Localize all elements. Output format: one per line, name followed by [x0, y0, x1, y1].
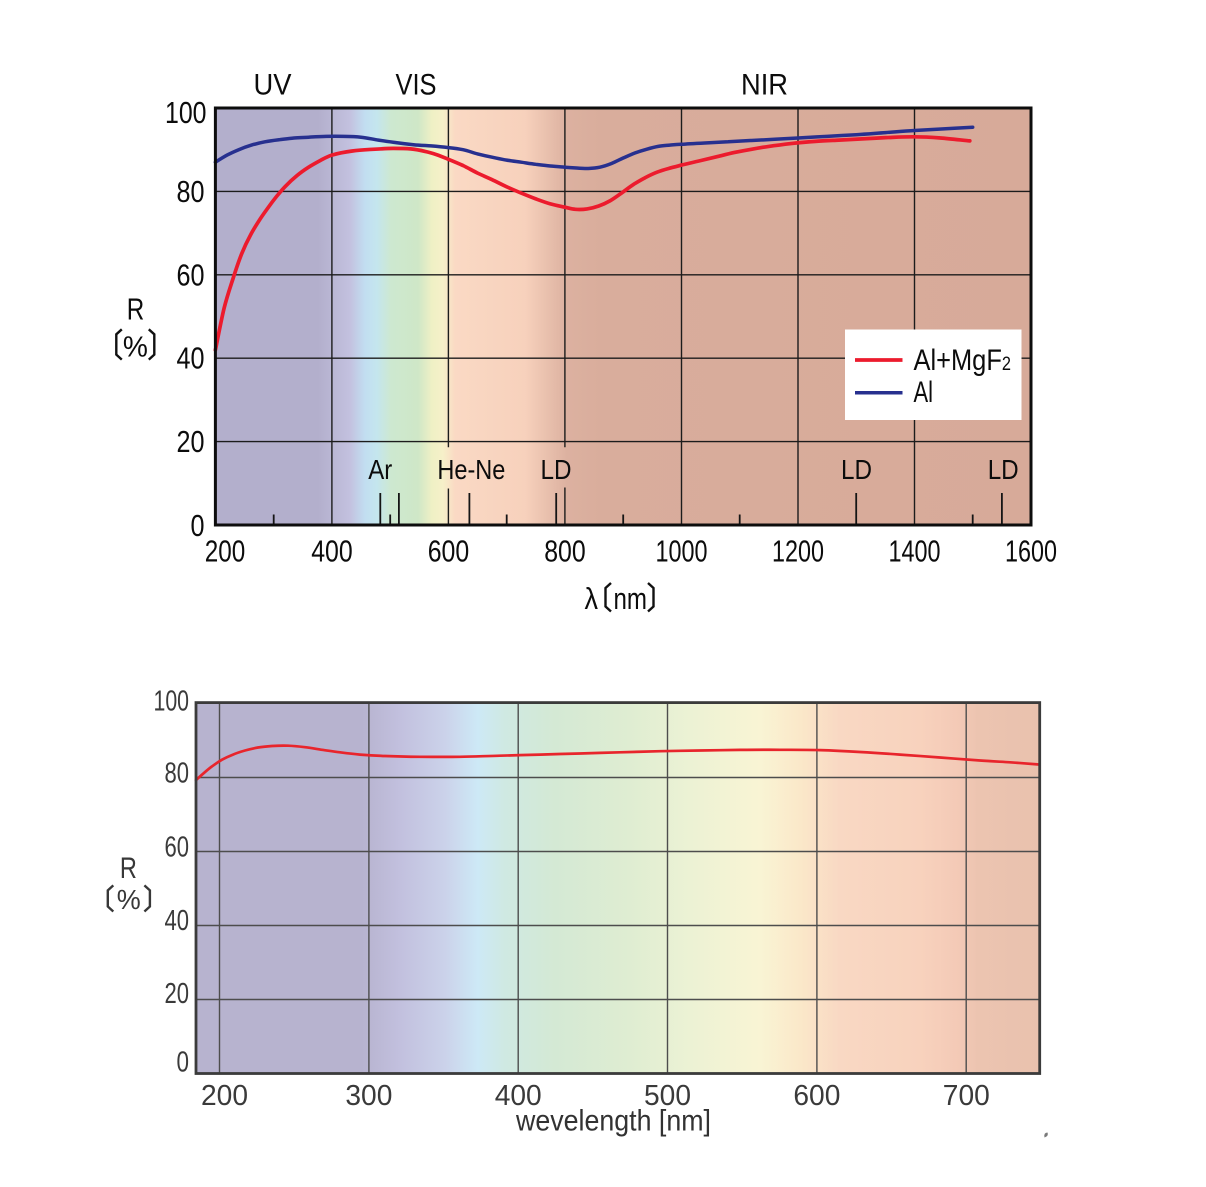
svg-text:100: 100 — [154, 685, 190, 717]
svg-text:NIR: NIR — [741, 69, 788, 102]
svg-text:600: 600 — [428, 534, 470, 569]
svg-text:%: % — [123, 332, 148, 364]
svg-text:1200: 1200 — [772, 534, 824, 569]
svg-text:80: 80 — [165, 757, 190, 789]
svg-text:1400: 1400 — [889, 534, 941, 569]
svg-text:He-Ne: He-Ne — [437, 454, 505, 485]
svg-text:700: 700 — [943, 1080, 990, 1112]
svg-text:VIS: VIS — [396, 69, 437, 102]
svg-text:400: 400 — [495, 1080, 542, 1112]
svg-text:400: 400 — [311, 534, 353, 569]
svg-text:Ar: Ar — [368, 454, 392, 485]
svg-text:1600: 1600 — [1005, 534, 1057, 569]
svg-text:λ: λ — [585, 581, 599, 616]
svg-text:60: 60 — [165, 831, 190, 863]
svg-text:500: 500 — [644, 1080, 691, 1112]
svg-text:80: 80 — [177, 174, 205, 209]
svg-text:R: R — [120, 852, 137, 885]
svg-text:40: 40 — [177, 341, 205, 376]
svg-text:300: 300 — [345, 1080, 392, 1112]
svg-text:20: 20 — [165, 978, 190, 1010]
svg-text:100: 100 — [165, 95, 207, 130]
svg-text:LD: LD — [841, 454, 872, 485]
svg-text:LD: LD — [988, 454, 1019, 485]
svg-text:600: 600 — [793, 1080, 840, 1112]
svg-text:0: 0 — [177, 1047, 190, 1079]
svg-text:40: 40 — [165, 905, 190, 937]
svg-text:800: 800 — [544, 534, 586, 569]
svg-text:UV: UV — [254, 69, 292, 102]
svg-text:1000: 1000 — [656, 534, 708, 569]
svg-text:Al+MgF2: Al+MgF2 — [914, 344, 1012, 377]
svg-text:0: 0 — [191, 508, 205, 543]
svg-text:60: 60 — [177, 257, 205, 292]
svg-text:R: R — [127, 291, 145, 326]
svg-text:20: 20 — [177, 424, 205, 459]
svg-text:200: 200 — [205, 534, 246, 569]
svg-text:wevelength [nm]: wevelength [nm] — [515, 1105, 711, 1138]
svg-text:Al: Al — [914, 376, 934, 409]
svg-text:%: % — [117, 884, 141, 915]
svg-text:200: 200 — [201, 1080, 248, 1112]
svg-text:LD: LD — [541, 454, 572, 485]
svg-text:nm: nm — [614, 581, 648, 616]
